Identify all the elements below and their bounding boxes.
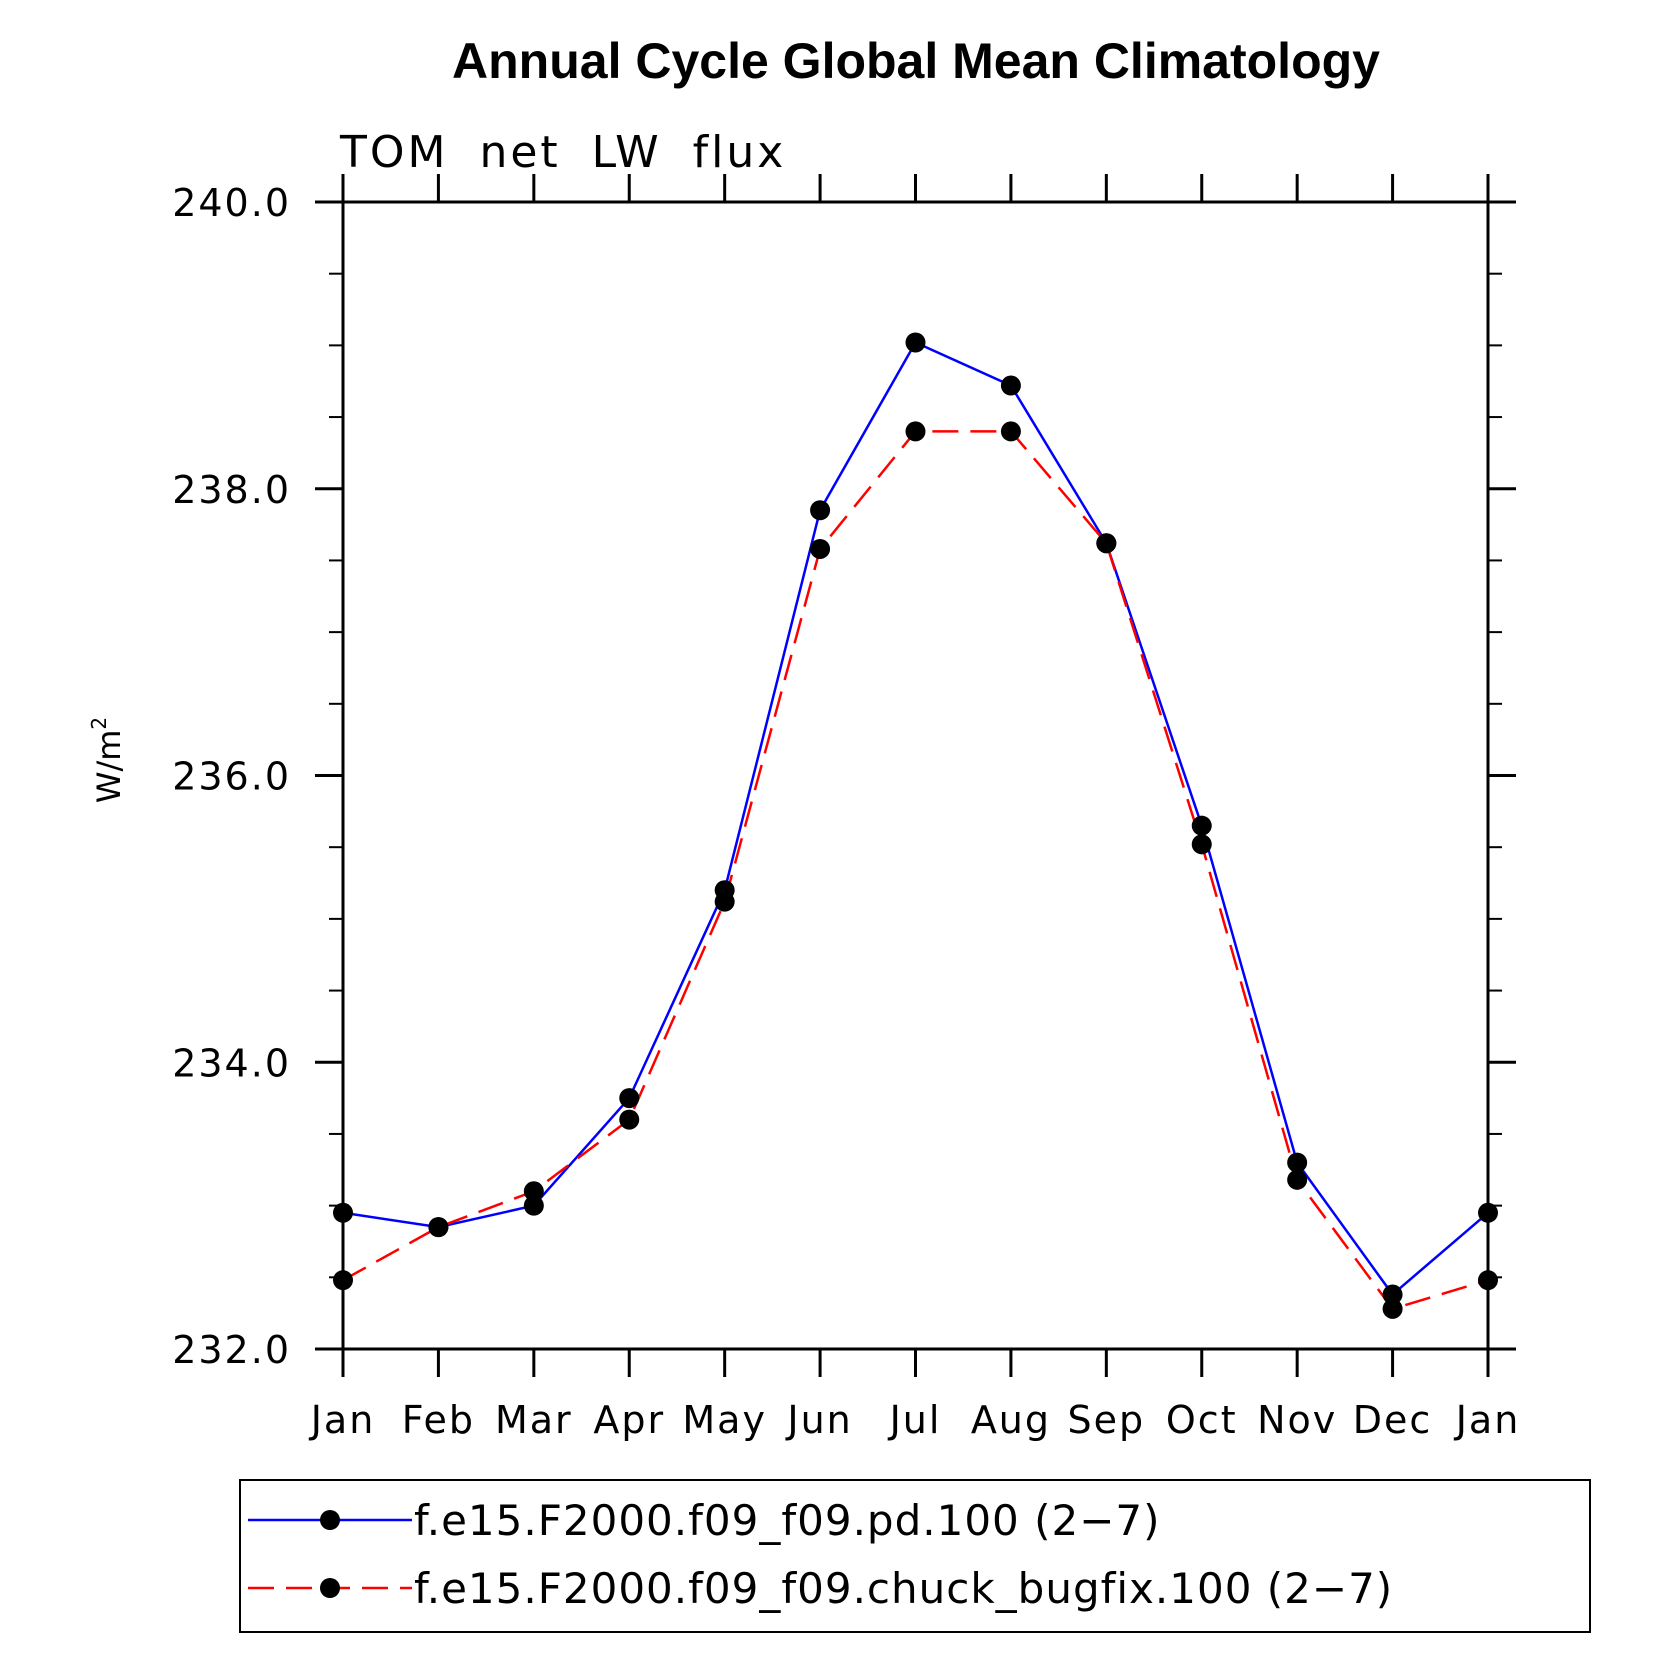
series-1-point <box>1287 1152 1308 1173</box>
series-line-1 <box>342 340 1489 1297</box>
series-2-point <box>428 1217 449 1238</box>
legend-label-2: f.e15.F2000.f09_f09.chuck_bugfix.100 (2−… <box>414 1564 1393 1613</box>
series-1-point <box>1191 815 1212 836</box>
legend-marker-2 <box>320 1578 340 1598</box>
series-2-point <box>1478 1270 1498 1291</box>
x-tick-label: Oct <box>1166 1398 1238 1442</box>
series-1-point <box>810 500 831 521</box>
y-tick-label: 232.0 <box>172 1328 291 1372</box>
legend-entries: f.e15.F2000.f09_f09.pd.100 (2−7) f.e15.F2… <box>248 1496 1393 1613</box>
series-1-point <box>905 332 926 353</box>
series-1-point <box>1382 1284 1403 1305</box>
chart-subtitle: TOM net LW flux <box>339 127 786 178</box>
y-tick-label: 238.0 <box>172 468 291 512</box>
series-1-point <box>523 1195 544 1216</box>
y-axis-label-superscript: 2 <box>87 717 111 730</box>
x-tick-label: Nov <box>1257 1398 1337 1442</box>
x-tick-label: Feb <box>402 1398 475 1442</box>
chart-title: Annual Cycle Global Mean Climatology <box>452 33 1380 89</box>
legend-box <box>239 1479 1591 1633</box>
x-tick-label: Apr <box>593 1398 665 1442</box>
series-1-point <box>333 1202 353 1223</box>
series-2-point <box>905 421 926 442</box>
series-2-point <box>333 1270 353 1291</box>
legend-marker-1 <box>320 1510 340 1530</box>
series-2-point <box>1096 533 1117 554</box>
svg-text:W/m2: W/m2 <box>87 717 128 803</box>
series-2-point <box>1382 1298 1403 1319</box>
series-1-point <box>619 1088 640 1109</box>
series-2-point <box>714 891 735 912</box>
series-1-point <box>1000 375 1021 396</box>
series-line-2 <box>342 430 1489 1311</box>
x-tick-label: Mar <box>495 1398 573 1442</box>
series-2-point <box>810 538 831 559</box>
series-2-point <box>523 1181 544 1202</box>
series-1-point <box>1478 1202 1498 1223</box>
x-tick-label: Jul <box>888 1398 942 1442</box>
series-2-point <box>619 1109 640 1130</box>
series-2-point <box>1287 1169 1308 1190</box>
x-tick-label: Jun <box>785 1398 852 1442</box>
series-2-point <box>1191 834 1212 855</box>
y-tick-label: 240.0 <box>172 181 291 225</box>
y-tick-label: 236.0 <box>172 755 291 799</box>
series-2-point <box>1000 421 1021 442</box>
y-axis-label: W/m2 <box>87 717 128 803</box>
legend: f.e15.F2000.f09_f09.pd.100 (2−7) f.e15.F2… <box>239 1479 1591 1633</box>
x-tick-label: Aug <box>971 1398 1051 1442</box>
y-tick-label: 234.0 <box>172 1041 291 1085</box>
legend-label-1: f.e15.F2000.f09_f09.pd.100 (2−7) <box>414 1496 1161 1545</box>
x-tick-label: Dec <box>1353 1398 1433 1442</box>
plot-frame <box>341 200 1490 1351</box>
axes: Jan Feb Mar Apr May Jun Jul Aug Sep Oct Nov Dec Jan 2… <box>172 174 1521 1442</box>
x-tick-label: Jan <box>309 1398 376 1442</box>
y-axis-label-base: W/m <box>90 730 128 804</box>
series-layer <box>333 332 1498 1319</box>
x-tick-label: Sep <box>1068 1398 1146 1442</box>
x-tick-label: May <box>682 1398 767 1442</box>
x-tick-label: Jan <box>1454 1398 1521 1442</box>
